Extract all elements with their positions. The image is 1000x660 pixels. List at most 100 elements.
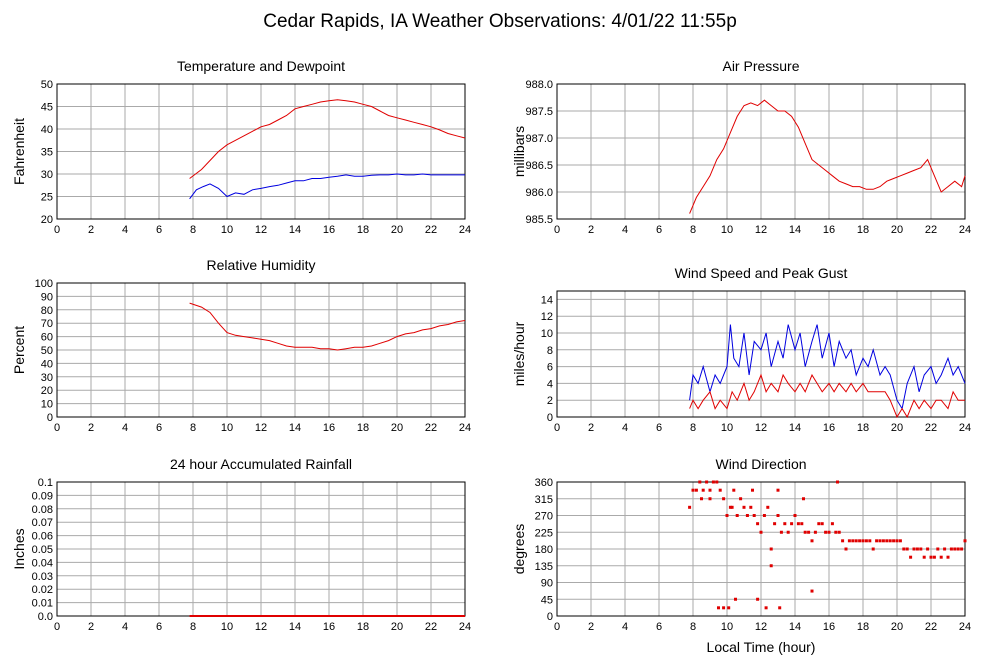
wind-direction-point (722, 497, 726, 501)
x-tick-label: 16 (823, 621, 835, 633)
x-tick-label: 20 (391, 422, 403, 434)
x-tick-label: 24 (959, 224, 971, 236)
x-tick-label: 2 (588, 621, 594, 633)
x-tick-label: 16 (823, 224, 835, 236)
y-tick-label: 225 (535, 527, 553, 539)
x-tick-label: 4 (622, 224, 628, 236)
y-tick-label: 0.02 (32, 584, 53, 596)
panel-title: Temperature and Dewpoint (177, 58, 345, 74)
wind-direction-point (700, 497, 703, 501)
wind-direction-point (701, 488, 705, 492)
wind-direction-point (898, 539, 902, 543)
x-tick-label: 4 (622, 621, 628, 633)
wind-direction-point (854, 539, 858, 543)
wind-direction-point (735, 514, 739, 517)
wind-direction-point (956, 547, 960, 551)
wind-direction-point (824, 530, 828, 534)
wind-direction-point (776, 488, 780, 492)
plot-frame (56, 83, 466, 220)
wind-direction-point (902, 547, 906, 551)
wind-direction-point (766, 505, 770, 509)
y-tick-label: 360 (535, 477, 553, 489)
wind-direction-point (717, 606, 720, 610)
wind-direction-point (751, 488, 754, 492)
x-tick-label: 6 (156, 422, 162, 434)
x-tick-label: 4 (122, 422, 128, 434)
x-tick-label: 0 (554, 621, 560, 633)
y-tick-label: 4 (547, 378, 553, 390)
series-line-0 (689, 99, 966, 214)
wind-direction-point (895, 539, 899, 543)
wind-direction-point (730, 505, 734, 509)
wind-direction-point (864, 539, 868, 543)
y-tick-label: 0.05 (32, 544, 53, 556)
chart-title: Cedar Rapids, IA Weather Observations: 4… (263, 11, 737, 32)
wind-direction-point (929, 555, 933, 559)
y-tick-label: 14 (541, 294, 553, 306)
wind-direction-point (837, 530, 841, 534)
x-tick-label: 22 (925, 621, 937, 633)
wind-direction-point (790, 522, 794, 526)
x-tick-label: 10 (721, 422, 733, 434)
wind-direction-point (836, 480, 839, 484)
x-tick-label: 20 (891, 224, 903, 236)
x-tick-label: 4 (122, 621, 128, 633)
wind-direction-point (960, 547, 964, 551)
wind-direction-point (759, 530, 763, 534)
wind-direction-point (779, 530, 783, 534)
x-tick-label: 12 (755, 422, 767, 434)
y-tick-label: 8 (547, 345, 553, 357)
y-tick-label: 35 (41, 147, 53, 159)
y-tick-label: 987.0 (525, 133, 553, 145)
x-tick-label: 0 (54, 621, 60, 633)
wind-direction-point (708, 497, 712, 501)
wind-direction-point (778, 606, 782, 610)
wind-direction-point (764, 606, 768, 610)
y-tick-label: 986.5 (525, 160, 553, 172)
panel-title: Wind Direction (715, 456, 806, 472)
wind-direction-point (769, 564, 773, 568)
wind-direction-point (810, 589, 814, 593)
wind-direction-point (691, 488, 695, 492)
wind-direction-point (939, 555, 943, 559)
x-tick-label: 2 (588, 422, 594, 434)
x-tick-label: 8 (190, 422, 196, 434)
y-tick-label: 50 (41, 79, 53, 91)
x-tick-label: 18 (857, 224, 869, 236)
x-tick-label: 6 (156, 621, 162, 633)
y-tick-label: 45 (41, 102, 53, 114)
wind-direction-point (807, 530, 811, 534)
x-tick-label: 12 (755, 224, 767, 236)
x-tick-label: 6 (656, 621, 662, 633)
y-tick-label: 0.1 (38, 477, 53, 489)
wind-direction-point (830, 522, 834, 526)
x-tick-label: 10 (221, 621, 233, 633)
wind-direction-point (725, 514, 729, 517)
wind-direction-point (708, 488, 712, 492)
wind-direction-point (727, 606, 731, 610)
x-tick-label: 22 (925, 224, 937, 236)
x-tick-label: 8 (190, 621, 196, 633)
wind-direction-point (756, 597, 760, 601)
x-tick-label: 16 (323, 621, 335, 633)
x-tick-label: 2 (88, 224, 94, 236)
y-tick-label: 90 (41, 291, 53, 303)
wind-direction-point (705, 480, 709, 484)
wind-direction-point (946, 555, 950, 559)
x-tick-label: 18 (857, 621, 869, 633)
wind-direction-point (871, 547, 875, 551)
x-tick-label: 0 (54, 422, 60, 434)
wind-direction-point (919, 547, 923, 551)
wind-direction-point (769, 547, 773, 551)
wind-direction-point (926, 547, 930, 551)
wind-direction-point (868, 539, 872, 543)
y-axis-title: Percent (11, 326, 27, 374)
x-tick-label: 14 (789, 621, 801, 633)
wind-direction-point (858, 539, 862, 543)
wind-direction-point (773, 522, 777, 526)
wind-direction-point (732, 488, 736, 492)
plot-frame (556, 290, 966, 418)
y-axis-title: miles/hour (511, 321, 527, 386)
y-tick-label: 0.09 (32, 490, 53, 502)
